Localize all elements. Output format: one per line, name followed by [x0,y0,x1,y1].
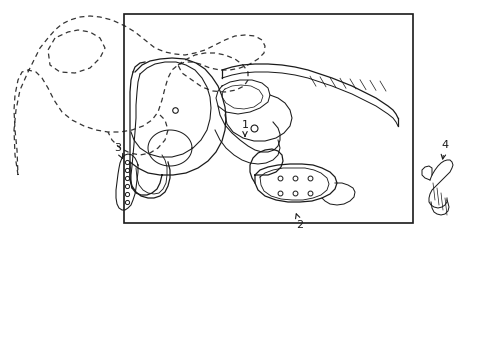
Text: 3: 3 [114,143,122,159]
Text: 4: 4 [440,140,447,159]
Text: 2: 2 [295,214,303,230]
Bar [124,14,412,223]
Text: 1: 1 [241,120,248,136]
